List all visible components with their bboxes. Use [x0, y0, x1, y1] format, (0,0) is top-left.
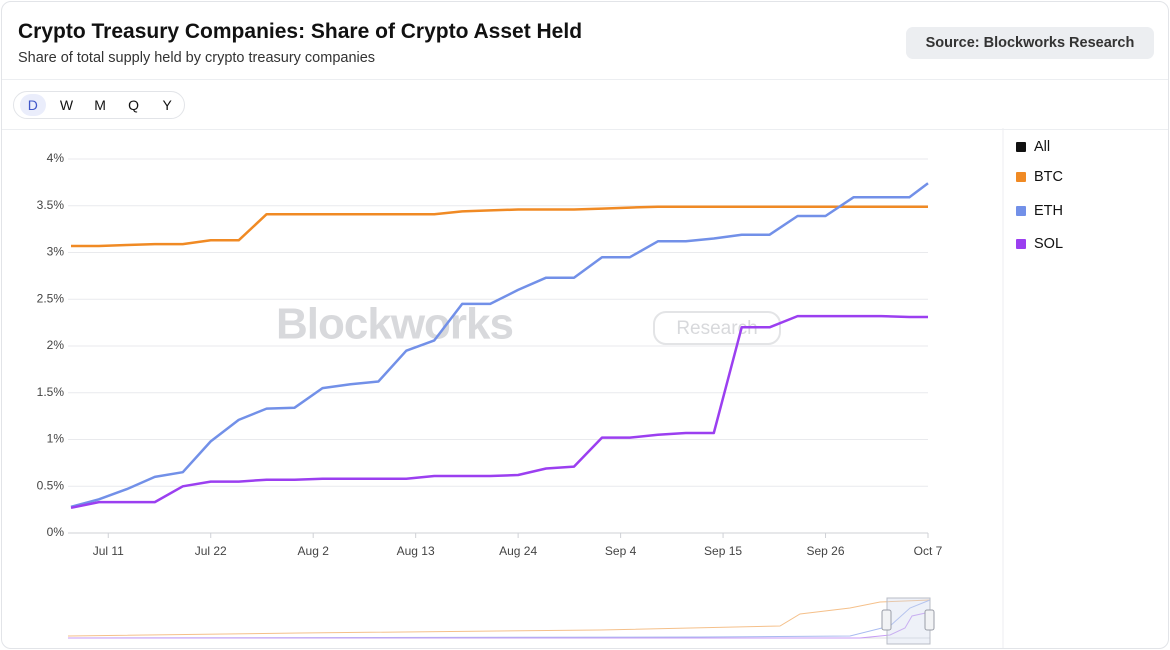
- period-button[interactable]: W: [59, 97, 74, 113]
- y-tick-label: 1%: [47, 432, 65, 446]
- period-button[interactable]: Q: [128, 97, 140, 113]
- y-tick-label: 0.5%: [37, 478, 65, 492]
- page-title: Crypto Treasury Companies: Share of Cryp…: [18, 20, 583, 43]
- legend-swatch[interactable]: [1016, 239, 1026, 249]
- y-tick-label: 2%: [47, 338, 65, 352]
- legend-swatch[interactable]: [1016, 206, 1026, 216]
- y-tick-label: 4%: [47, 151, 65, 165]
- page-subtitle: Share of total supply held by crypto tre…: [18, 50, 376, 66]
- y-tick-label: 3%: [47, 245, 65, 259]
- watermark-box: [653, 311, 781, 345]
- x-tick-label: Sep 15: [704, 544, 742, 558]
- watermark: Blockworks: [276, 300, 513, 349]
- y-tick-label: 3.5%: [37, 198, 65, 212]
- navigator-handle[interactable]: [881, 609, 892, 631]
- x-tick-label: Aug 24: [499, 544, 537, 558]
- period-button[interactable]: Y: [162, 97, 172, 113]
- x-tick-label: Aug 2: [298, 544, 330, 558]
- x-tick-label: Sep 4: [605, 544, 637, 558]
- x-tick-label: Jul 22: [195, 544, 227, 558]
- x-tick-label: Jul 11: [93, 544, 124, 558]
- source-button[interactable]: Source: Blockworks Research: [906, 27, 1154, 59]
- series-line: [71, 205, 928, 248]
- navigator-handle[interactable]: [924, 609, 935, 631]
- legend-label[interactable]: BTC: [1034, 169, 1063, 185]
- watermark: Research: [676, 318, 757, 339]
- navigator-line: [67, 599, 931, 637]
- legend-swatch[interactable]: [1016, 172, 1026, 182]
- period-button[interactable]: D: [20, 94, 46, 116]
- legend-swatch[interactable]: [1016, 142, 1026, 152]
- y-tick-label: 2.5%: [37, 291, 65, 305]
- legend-label[interactable]: All: [1034, 139, 1050, 155]
- divider: [2, 129, 1168, 130]
- x-tick-label: Aug 13: [397, 544, 435, 558]
- legend-label[interactable]: SOL: [1034, 236, 1063, 252]
- divider: [2, 79, 1168, 80]
- navigator: [67, 597, 935, 645]
- series-line: [70, 314, 928, 510]
- y-tick-label: 1.5%: [37, 385, 65, 399]
- period-button[interactable]: M: [94, 97, 106, 113]
- x-tick-label: Oct 7: [914, 544, 943, 558]
- x-tick-label: Sep 26: [807, 544, 845, 558]
- series-line: [70, 182, 929, 509]
- navigator-line: [68, 611, 931, 639]
- navigator-window[interactable]: [886, 597, 931, 645]
- y-tick-label: 0%: [47, 525, 65, 539]
- navigator-line: [67, 599, 931, 639]
- legend-label[interactable]: ETH: [1034, 203, 1063, 219]
